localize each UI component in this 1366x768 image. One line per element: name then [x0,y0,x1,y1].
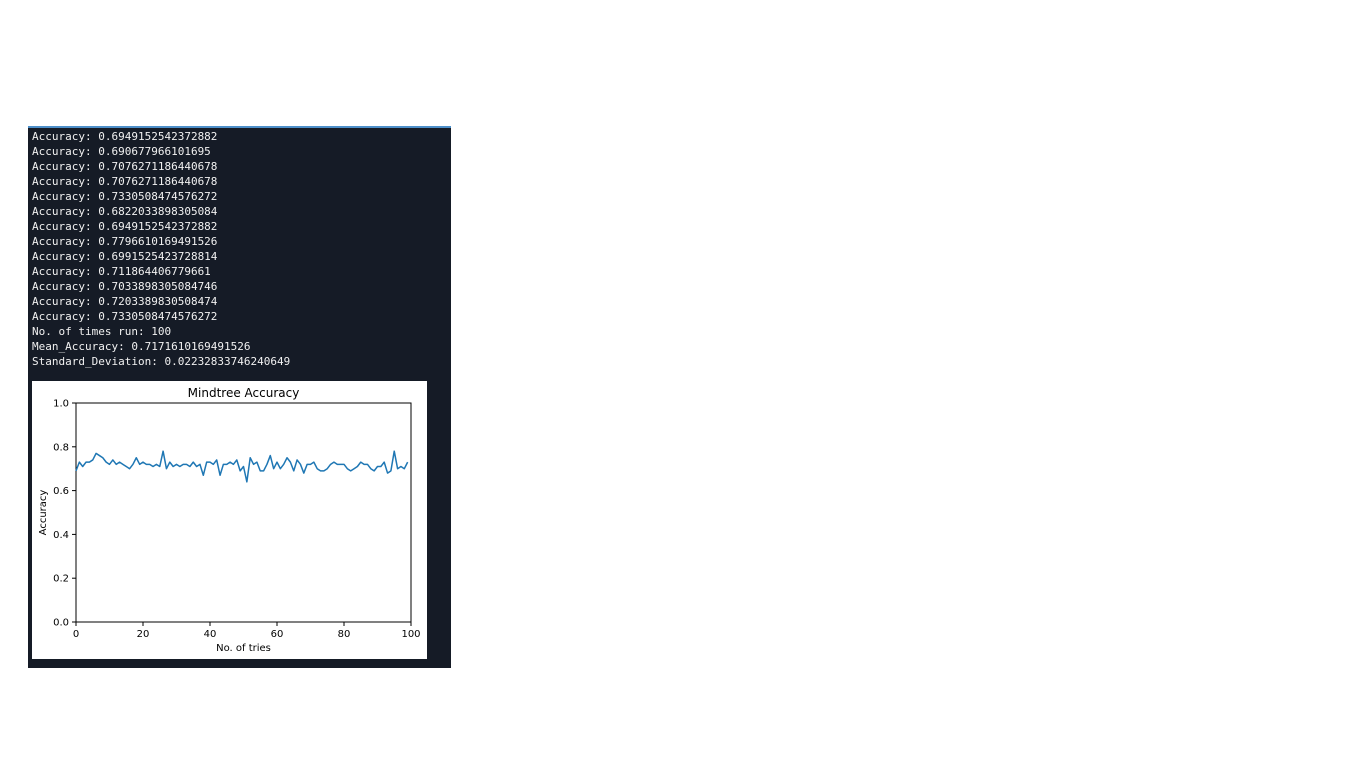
series-line-0 [75,450,409,483]
console-line: Accuracy: 0.7076271186440678 [32,160,218,173]
console-line: Mean_Accuracy: 0.7171610169491526 [32,340,251,353]
x-tick-label: 80 [338,629,351,640]
y-tick-label: 0.4 [53,530,69,541]
console-line: Accuracy: 0.7033898305084746 [32,280,218,293]
x-axis-label: No. of tries [216,643,271,654]
y-tick-label: 1.0 [53,399,69,410]
chart-title: Mindtree Accuracy [188,386,300,400]
console-line: Accuracy: 0.7203389830508474 [32,295,218,308]
console-line: Accuracy: 0.6949152542372882 [32,220,218,233]
x-tick-label: 0 [73,629,79,640]
x-tick-label: 60 [271,629,284,640]
x-tick-label: 20 [137,629,150,640]
y-axis-label: Accuracy [38,490,49,536]
x-tick-label: 40 [204,629,217,640]
console-output: Accuracy: 0.6949152542372882 Accuracy: 0.… [32,129,290,369]
console-line: Accuracy: 0.7076271186440678 [32,175,218,188]
y-tick-label: 0.2 [53,574,69,585]
console-line: Accuracy: 0.7796610169491526 [32,235,218,248]
console-line: Standard_Deviation: 0.02232833746240649 [32,355,291,368]
y-tick-label: 0.6 [53,486,69,497]
console-line: Accuracy: 0.6949152542372882 [32,130,218,143]
cell-output-panel: Accuracy: 0.6949152542372882 Accuracy: 0.… [28,126,451,668]
console-line: Accuracy: 0.7330508474576272 [32,310,218,323]
console-line: Accuracy: 0.6822033898305084 [32,205,218,218]
accuracy-line-chart: 0 20 40 60 80 100 0.0 0.2 0.4 0.6 0.8 1.0 Mindtree A… [38,386,421,654]
console-line: Accuracy: 0.711864406779661 [32,265,211,278]
console-line: Accuracy: 0.6991525423728814 [32,250,218,263]
plot-frame [75,402,412,623]
console-line: Accuracy: 0.690677966101695 [32,145,211,158]
console-line: Accuracy: 0.7330508474576272 [32,190,218,203]
chart-container: 0 20 40 60 80 100 0.0 0.2 0.4 0.6 0.8 1.0 Mindtree A… [32,381,427,659]
console-line: No. of times run: 100 [32,325,172,338]
y-tick-label: 0.0 [53,618,69,629]
y-tick-label: 0.8 [53,442,69,453]
x-tick-label: 100 [401,629,420,640]
